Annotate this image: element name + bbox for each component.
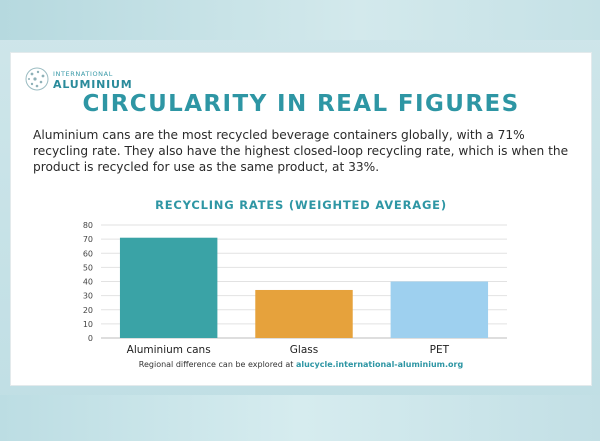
infographic-card: INTERNATIONAL ALUMINIUM CIRCULARITY IN R…: [10, 52, 592, 386]
logo: INTERNATIONAL ALUMINIUM: [19, 61, 133, 97]
y-tick-label: 80: [83, 221, 93, 230]
y-tick-label: 10: [83, 320, 93, 329]
y-tick-label: 30: [83, 292, 93, 301]
category-label: PET: [430, 344, 450, 356]
logo-line-2: ALUMINIUM: [53, 78, 133, 91]
footnote-text: Regional difference can be explored at: [138, 360, 296, 369]
y-tick-label: 40: [83, 278, 93, 287]
y-tick-label: 20: [83, 306, 93, 315]
y-tick-label: 0: [88, 334, 93, 343]
bars: [119, 237, 489, 338]
category-label: Aluminium cans: [127, 344, 211, 356]
background-bottom-band: [0, 395, 600, 441]
footnote-link[interactable]: alucycle.international-aluminium.org: [295, 360, 464, 369]
bar-pet: [390, 281, 489, 338]
page-title: CIRCULARITY IN REAL FIGURES: [82, 91, 520, 117]
y-axis-ticks: 0 10 20 30 40 50 60 70 80: [83, 221, 93, 343]
y-tick-label: 50: [83, 263, 93, 272]
bar-glass: [255, 289, 353, 338]
chart-title: RECYCLING RATES (WEIGHTED AVERAGE): [155, 198, 447, 212]
background-top-band: [0, 0, 600, 40]
bar-aluminium-cans: [119, 237, 218, 338]
category-labels: Aluminium cans Glass PET: [127, 344, 450, 356]
footnote: Regional difference can be explored at a…: [11, 360, 591, 369]
logo-line-1: INTERNATIONAL: [53, 70, 113, 78]
y-tick-label: 70: [83, 235, 93, 244]
category-label: Glass: [290, 344, 318, 356]
globe-dots-icon: [25, 67, 49, 91]
y-tick-label: 60: [83, 249, 93, 258]
intro-paragraph: Aluminium cans are the most recycled bev…: [33, 128, 569, 174]
bar-chart: RECYCLING RATES (WEIGHTED AVERAGE) 0 10 20…: [83, 198, 507, 356]
